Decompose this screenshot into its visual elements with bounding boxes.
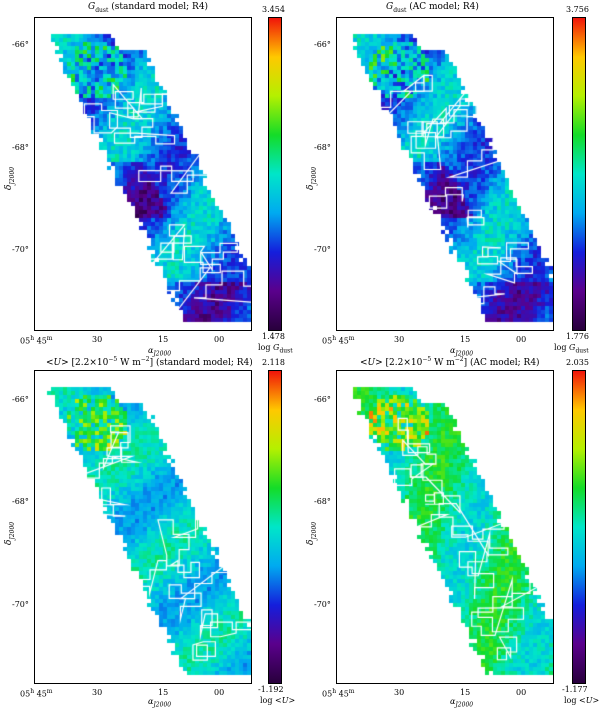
map-image <box>337 18 553 330</box>
y-axis-label: δJ2000 <box>306 166 318 190</box>
colorbar-label: log <U> <box>564 696 600 705</box>
x-tick: 30 <box>92 688 103 697</box>
x-tick: 05h 45m <box>322 335 355 346</box>
map-frame <box>34 370 252 684</box>
x-tick: 30 <box>394 335 405 344</box>
x-tick: 05h 45m <box>322 688 355 699</box>
x-axis-label: αJ2000 <box>450 697 474 709</box>
x-tick: 30 <box>92 335 103 344</box>
x-tick: 15 <box>460 335 471 344</box>
x-tick: 30 <box>394 688 405 697</box>
colorbar-min: -1.177 <box>562 685 588 694</box>
panel-title: <U> [2.2×10−5 W m−2] (AC model; R4) <box>360 356 540 368</box>
colorbar-max: 2.118 <box>262 358 285 367</box>
colorbar-max: 3.756 <box>566 5 589 14</box>
y-tick: -70° <box>314 600 331 609</box>
x-tick: 00 <box>214 335 225 344</box>
panel-title: <U> [2.2×10−5 W m−2] (standard model; R4… <box>46 356 253 368</box>
x-tick: 05h 45m <box>20 335 53 346</box>
map-image <box>35 18 251 330</box>
y-tick: -66° <box>12 395 29 404</box>
x-axis-label: αJ2000 <box>148 697 172 709</box>
colorbar-max: 3.454 <box>262 5 285 14</box>
x-tick: 00 <box>516 688 527 697</box>
colorbar <box>572 17 586 331</box>
x-tick: 15 <box>158 335 169 344</box>
x-axis-label: αJ2000 <box>148 346 172 358</box>
map-frame <box>336 370 554 684</box>
y-tick: -68° <box>12 497 29 506</box>
x-tick: 15 <box>158 688 169 697</box>
x-tick: 00 <box>214 688 225 697</box>
y-tick: -68° <box>314 143 331 152</box>
y-tick: -66° <box>314 40 331 49</box>
y-tick: -68° <box>12 143 29 152</box>
y-axis-label: δJ2000 <box>4 166 16 190</box>
y-tick: -70° <box>12 600 29 609</box>
y-tick: -70° <box>12 245 29 254</box>
panel-title: Gdust (AC model; R4) <box>386 2 479 14</box>
x-tick: 15 <box>460 688 471 697</box>
map-image <box>337 371 553 683</box>
colorbar <box>268 17 282 331</box>
x-axis-label: αJ2000 <box>450 346 474 358</box>
colorbar-min: 1.478 <box>262 332 285 341</box>
x-tick: 00 <box>516 335 527 344</box>
colorbar <box>268 370 282 684</box>
panel-title: Gdust (standard model; R4) <box>88 2 209 14</box>
y-tick: -66° <box>12 40 29 49</box>
y-tick: -66° <box>314 395 331 404</box>
y-axis-label: δJ2000 <box>306 521 318 545</box>
colorbar-min: 1.776 <box>566 332 589 341</box>
y-tick: -70° <box>314 245 331 254</box>
colorbar-label: log Gdust <box>258 343 293 355</box>
y-axis-label: δJ2000 <box>4 521 16 545</box>
colorbar-label: log Gdust <box>554 343 589 355</box>
colorbar <box>572 370 586 684</box>
y-tick: -68° <box>314 497 331 506</box>
map-image <box>35 371 251 683</box>
colorbar-label: log <U> <box>260 696 296 705</box>
map-frame <box>336 17 554 331</box>
map-frame <box>34 17 252 331</box>
x-tick: 05h 45m <box>20 688 53 699</box>
colorbar-max: 2.035 <box>566 358 589 367</box>
colorbar-min: -1.192 <box>258 685 284 694</box>
